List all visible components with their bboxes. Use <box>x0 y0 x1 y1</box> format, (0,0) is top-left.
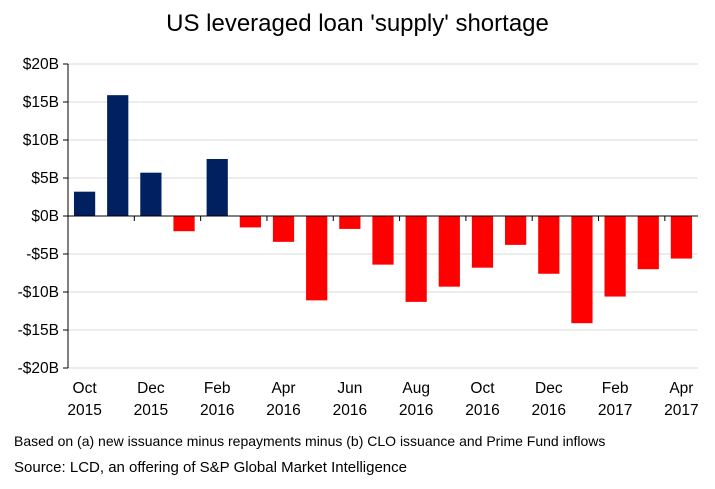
y-tick-label: $10B <box>23 132 59 149</box>
x-tick-label-month: Apr <box>271 380 295 397</box>
x-tick-label-year: 2016 <box>399 402 433 419</box>
bar <box>405 216 427 302</box>
x-tick-label-month: Dec <box>535 380 563 397</box>
y-tick-label: -$5B <box>26 246 59 263</box>
x-tick-label-year: 2015 <box>134 402 168 419</box>
x-tick-label-month: Feb <box>602 380 629 397</box>
y-tick-labels: $20B $15B $10B $5B $0B -$5B -$10B -$15B -$20B <box>18 56 59 377</box>
chart-footnote: Based on (a) new issuance minus repaymen… <box>14 433 606 449</box>
bar <box>637 216 659 270</box>
bar <box>538 216 560 274</box>
y-tick-label: $15B <box>23 94 59 111</box>
x-tick-label-month: Oct <box>470 380 495 397</box>
y-tick-label: $5B <box>31 170 59 187</box>
bar <box>339 216 361 229</box>
y-tick-label: -$15B <box>18 322 59 339</box>
x-tick-label-year: 2017 <box>664 402 698 419</box>
y-tick-label: -$20B <box>18 360 59 377</box>
x-tick-label-year: 2016 <box>200 402 234 419</box>
x-tick-label-month: Dec <box>137 380 165 397</box>
x-tick-label-year: 2017 <box>598 402 632 419</box>
bar <box>670 216 693 259</box>
bar <box>372 216 394 265</box>
bar <box>206 159 228 216</box>
gridlines <box>68 63 698 369</box>
bar <box>140 172 162 216</box>
x-tick-label-year: 2016 <box>266 402 300 419</box>
bars <box>73 95 693 324</box>
axes <box>63 63 698 369</box>
bar <box>306 216 328 301</box>
x-tick-label-year: 2015 <box>67 402 101 419</box>
y-tick-label: -$10B <box>18 284 59 301</box>
bar <box>272 216 295 242</box>
x-tick-label-month: Oct <box>73 380 98 397</box>
x-tick-label-month: Apr <box>669 380 693 397</box>
y-tick-label: $20B <box>23 56 59 73</box>
x-tick-label-year: 2016 <box>532 402 566 419</box>
bar <box>604 216 626 297</box>
x-tick-label-month: Aug <box>402 380 430 397</box>
bar <box>239 216 261 228</box>
bar <box>571 216 593 324</box>
bar <box>438 216 460 287</box>
x-tick-label-month: Jun <box>337 380 362 397</box>
x-tick-label-year: 2016 <box>333 402 367 419</box>
x-tick-label-month: Feb <box>204 380 231 397</box>
bar <box>173 216 195 232</box>
bar <box>73 191 96 216</box>
y-tick-label: $0B <box>31 208 59 225</box>
chart-source: Source: LCD, an offering of S&P Global M… <box>14 459 407 476</box>
x-tick-labels: Oct 2015 Dec 2015 Feb 2016 Apr 2016 Jun 2016 Aug 20… <box>67 380 698 419</box>
x-tick-label-year: 2016 <box>465 402 499 419</box>
bar <box>505 216 527 245</box>
bar <box>107 95 129 216</box>
bar <box>471 216 494 268</box>
chart-title: US leveraged loan 'supply' shortage <box>166 10 549 37</box>
